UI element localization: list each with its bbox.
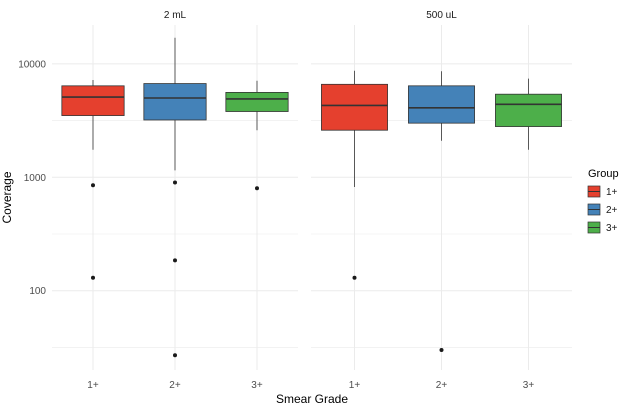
y-tick-label: 100 [29, 286, 46, 297]
x-tick-label: 1+ [349, 380, 361, 391]
x-tick-label: 1+ [87, 380, 99, 391]
x-tick-label: 3+ [523, 380, 535, 391]
y-axis-title: Coverage [0, 171, 14, 223]
outlier-point [255, 186, 259, 191]
facet-strip-label: 500 uL [426, 10, 457, 21]
y-tick-label: 10000 [18, 59, 46, 70]
outlier-point [352, 275, 357, 280]
legend-label: 2+ [606, 205, 618, 216]
y-tick-label: 1000 [24, 173, 47, 184]
legend-label: 3+ [606, 223, 618, 234]
legend-label: 1+ [606, 187, 618, 198]
outlier-point [173, 180, 177, 185]
outlier-point [173, 258, 177, 263]
x-tick-label: 2+ [169, 380, 181, 391]
outlier-point [439, 348, 444, 353]
box-iqr-2+ [143, 83, 207, 121]
box-iqr-2+ [408, 85, 475, 124]
outlier-point [91, 275, 95, 280]
x-axis-title: Smear Grade [276, 392, 348, 406]
box-iqr-3+ [495, 93, 562, 127]
facet-strip-label: 2 mL [164, 10, 187, 21]
box-iqr-1+ [61, 85, 125, 116]
outlier-point [173, 353, 177, 358]
legend-title: Group [588, 168, 619, 180]
x-tick-label: 3+ [251, 380, 263, 391]
box-iqr-3+ [225, 92, 289, 112]
box-iqr-1+ [321, 83, 388, 131]
x-tick-label: 2+ [436, 380, 448, 391]
outlier-point [91, 183, 95, 188]
